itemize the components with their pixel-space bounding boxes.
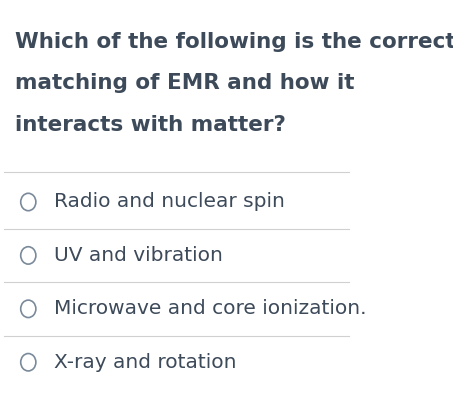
Text: UV and vibration: UV and vibration [54,246,223,265]
Text: interacts with matter?: interacts with matter? [14,115,285,135]
Text: Microwave and core ionization.: Microwave and core ionization. [54,299,366,318]
Text: X-ray and rotation: X-ray and rotation [54,353,236,372]
Text: Which of the following is the correct: Which of the following is the correct [14,32,453,52]
Text: Radio and nuclear spin: Radio and nuclear spin [54,192,285,212]
Text: matching of EMR and how it: matching of EMR and how it [14,74,354,93]
